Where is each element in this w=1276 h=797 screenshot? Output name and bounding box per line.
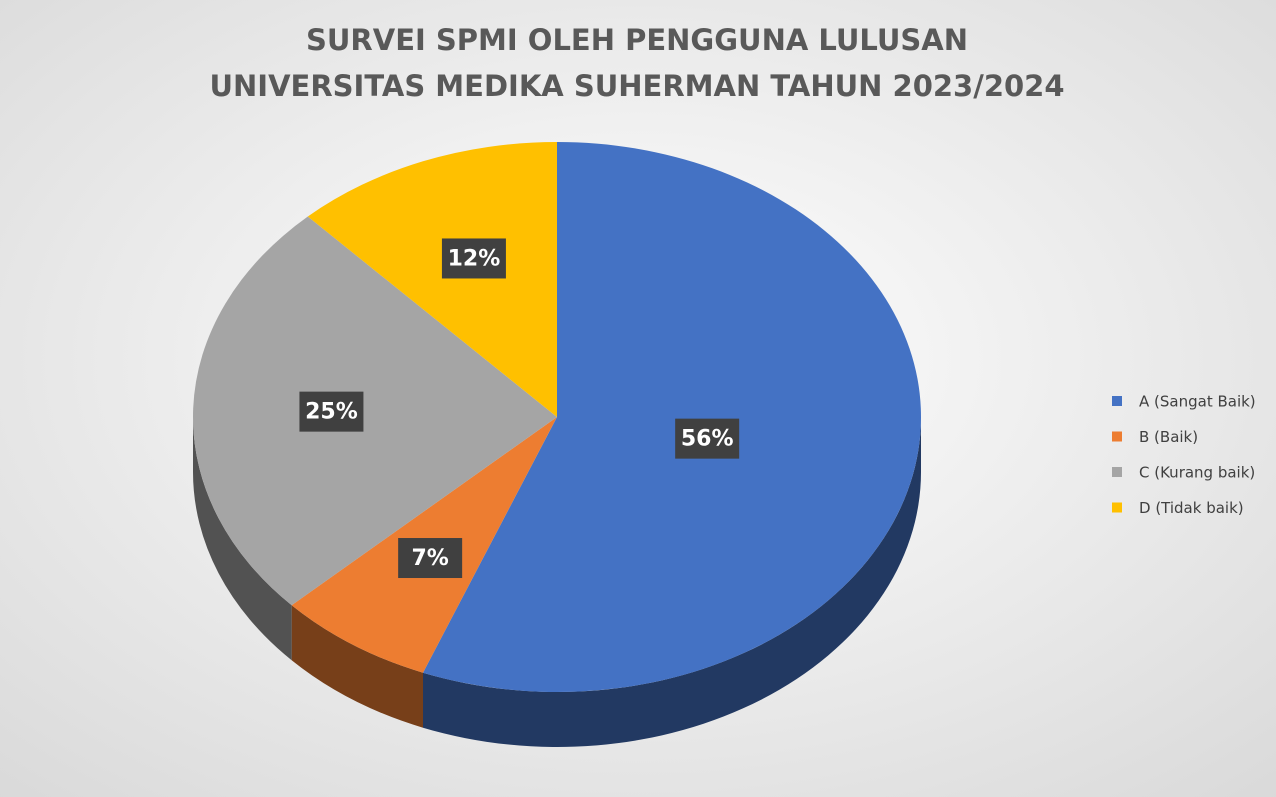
- value-label-box: [299, 391, 364, 432]
- legend-label: D (Tidak baik): [1139, 499, 1244, 517]
- value-label-box: [441, 238, 506, 279]
- legend-label: B (Baik): [1139, 428, 1198, 446]
- chart-title: UNIVERSITAS MEDIKA SUHERMAN TAHUN 2023/2…: [209, 69, 1064, 103]
- value-label: 12%: [448, 246, 501, 271]
- legend-swatch: [1112, 502, 1122, 513]
- legend-label: A (Sangat Baik): [1139, 393, 1256, 411]
- pie-slice: [423, 142, 921, 692]
- pie-slice: [193, 216, 558, 606]
- legend-swatch: [1112, 396, 1122, 406]
- legend-swatch: [1112, 431, 1122, 442]
- pie-side: [193, 417, 292, 661]
- value-label-box: [675, 418, 740, 459]
- pie-side: [423, 417, 921, 748]
- chart-title: SURVEI SPMI OLEH PENGGUNA LULUSAN: [306, 23, 968, 57]
- pie-side: [291, 605, 424, 728]
- legend-swatch: [1112, 467, 1122, 477]
- legend-label: C (Kurang baik): [1139, 464, 1255, 482]
- value-label: 56%: [681, 427, 734, 452]
- value-label: 25%: [305, 400, 358, 425]
- value-label-box: [398, 538, 463, 579]
- value-label: 7%: [411, 546, 448, 571]
- pie-slice: [307, 142, 557, 417]
